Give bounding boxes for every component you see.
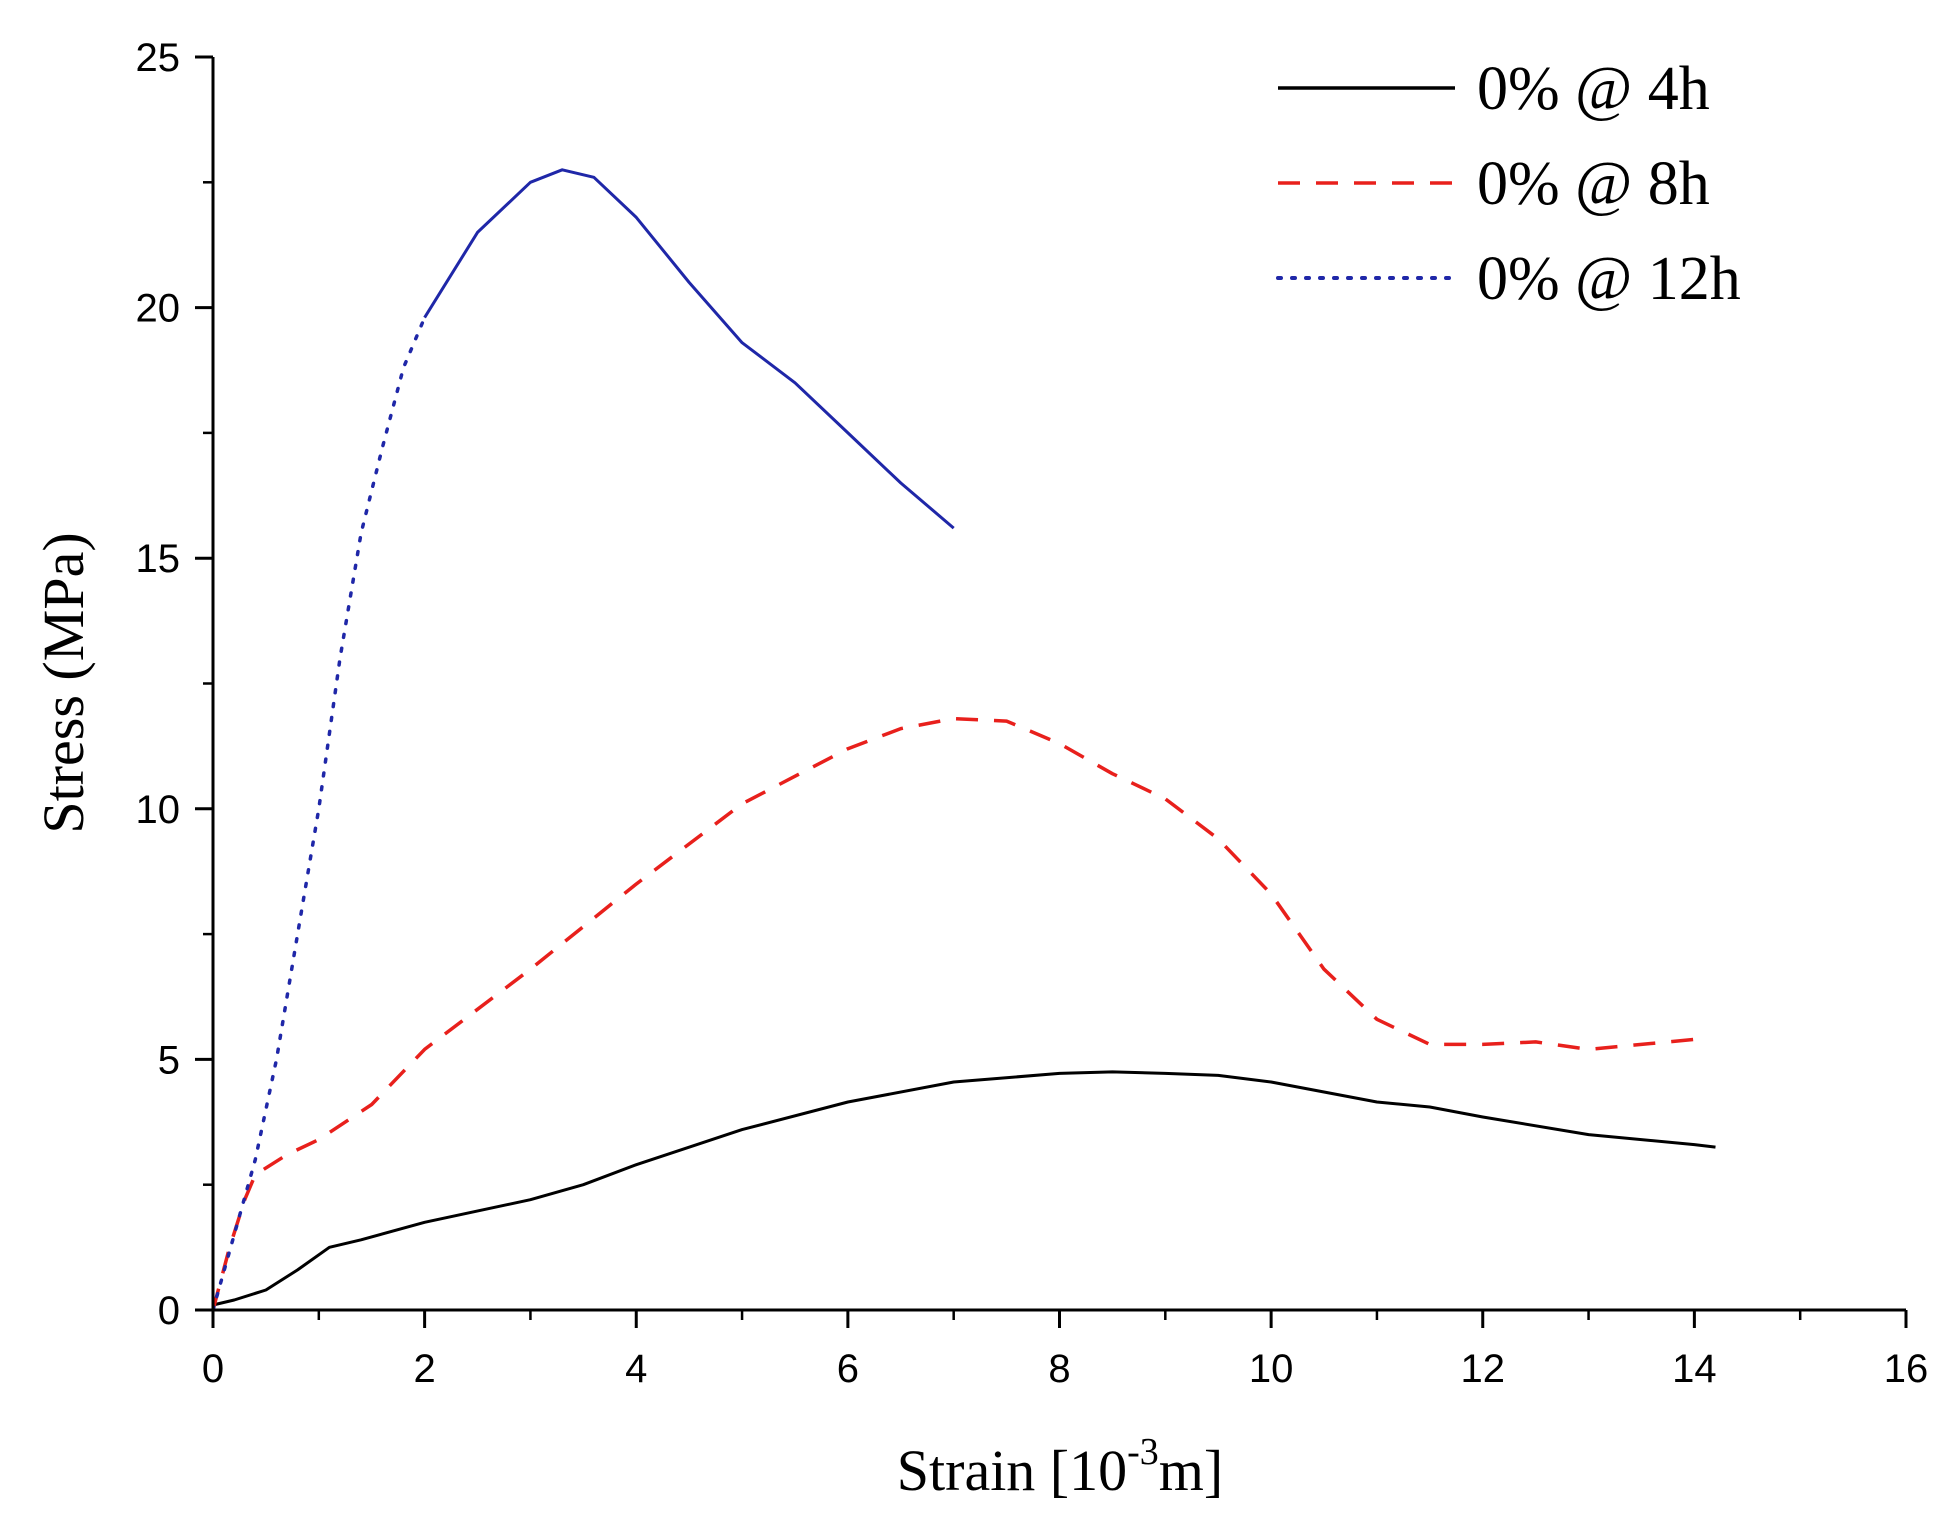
x-tick-label: 14 xyxy=(1672,1347,1717,1391)
series-line-0-12h-solid xyxy=(423,168,955,530)
y-tick-label: 15 xyxy=(136,537,181,581)
ticks-layer: 0 2 4 6 8 10 12 14 16 0 5 10 15 20 25 xyxy=(136,36,1929,1391)
x-tick-label: 10 xyxy=(1249,1347,1294,1391)
series-line-0-12h-dotted xyxy=(211,315,427,1312)
x-tick-label: 6 xyxy=(837,1347,859,1391)
x-axis-title-main: Strain [10 xyxy=(897,1438,1127,1503)
series-line-0-4h xyxy=(212,1070,1716,1307)
y-axis-title: Stress (MPa) xyxy=(31,532,96,833)
y-tick-label: 0 xyxy=(158,1289,180,1333)
x-tick-label: 12 xyxy=(1461,1347,1506,1391)
x-tick-label: 2 xyxy=(414,1347,436,1391)
y-tick-label: 5 xyxy=(158,1038,180,1082)
x-axis-title-sup: -3 xyxy=(1127,1431,1159,1473)
y-tick-label: 20 xyxy=(136,287,181,331)
legend-label: 0% @ 12h xyxy=(1477,245,1741,313)
x-axis-title-suffix: m] xyxy=(1159,1438,1223,1503)
series-layer xyxy=(211,168,1716,1312)
x-tick-label: 0 xyxy=(202,1347,224,1391)
legend-label: 0% @ 4h xyxy=(1477,55,1710,123)
x-tick-label: 8 xyxy=(1048,1347,1070,1391)
x-tick-label: 4 xyxy=(625,1347,647,1391)
legend: 0% @ 4h 0% @ 8h 0% @ 12h xyxy=(1276,55,1741,313)
x-tick-label: 16 xyxy=(1884,1347,1929,1391)
y-tick-label: 25 xyxy=(136,36,181,80)
legend-label: 0% @ 8h xyxy=(1477,150,1710,218)
series-line-0-8h xyxy=(211,716,1695,1311)
x-axis-title: Strain [10-3m] xyxy=(897,1431,1223,1503)
y-tick-label: 10 xyxy=(136,788,181,832)
